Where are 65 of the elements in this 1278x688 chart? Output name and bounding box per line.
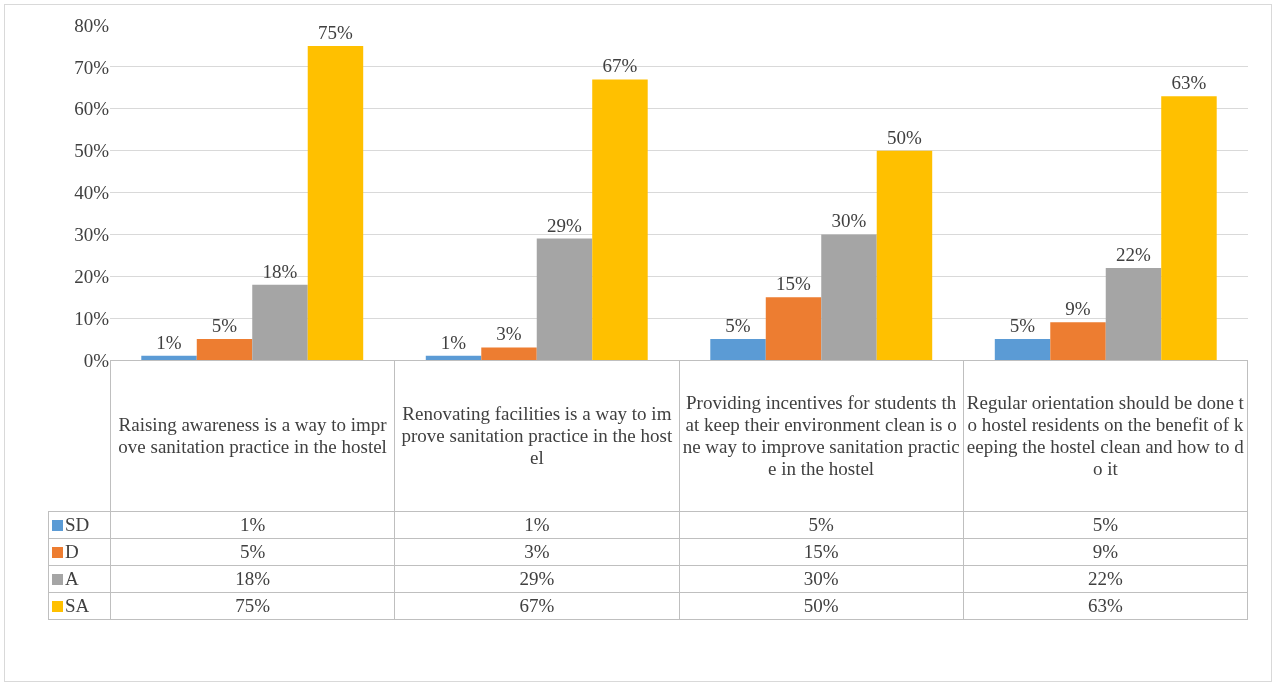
- data-label: 63%: [963, 592, 1248, 620]
- text: 9%: [1065, 298, 1091, 320]
- data-label: 29%: [394, 565, 679, 593]
- text: 50%: [886, 126, 922, 148]
- data-label: 5%: [110, 538, 395, 566]
- data-label: 5%: [679, 511, 964, 539]
- bar: [994, 339, 1051, 360]
- text: 5%: [211, 315, 238, 337]
- y-tick-label: 60%: [74, 98, 110, 120]
- text: 5%: [1009, 315, 1036, 337]
- data-label: 15%: [679, 538, 964, 566]
- bar: [1161, 96, 1217, 360]
- bar: [821, 234, 877, 360]
- text: 22%: [1115, 243, 1151, 265]
- y-tick-label: 0%: [83, 349, 110, 371]
- bar: [196, 339, 253, 360]
- bar: [876, 150, 933, 360]
- legend-label: A: [48, 565, 111, 593]
- bar: [765, 297, 822, 360]
- legend-label: SA: [48, 592, 111, 620]
- data-label: 1%: [394, 511, 679, 539]
- y-tick-label: 20%: [74, 265, 110, 287]
- bar: [536, 238, 593, 360]
- y-tick-label: 40%: [74, 182, 110, 204]
- data-label: 9%: [963, 538, 1248, 566]
- data-label: 5%: [963, 511, 1248, 539]
- data-label: 22%: [963, 565, 1248, 593]
- bar: [1050, 322, 1106, 360]
- bar: [710, 339, 766, 360]
- data-label: 1%: [110, 511, 395, 539]
- legend-label: SD: [48, 511, 111, 539]
- bar: [425, 355, 482, 360]
- y-tick-label: 10%: [74, 307, 110, 329]
- x-tick-label: Regular orientation should be done to hostel residents on the benefit of keeping the hostel clean and how to do it: [963, 360, 1248, 512]
- text: 18%: [262, 260, 298, 282]
- bar: [481, 347, 537, 360]
- text: 1%: [440, 331, 467, 353]
- bar: [307, 45, 364, 360]
- text: 1%: [156, 331, 182, 353]
- legend-label: D: [48, 538, 111, 566]
- data-label: 18%: [110, 565, 395, 593]
- data-label: 3%: [394, 538, 679, 566]
- text: 5%: [725, 315, 751, 337]
- text: 15%: [776, 273, 811, 295]
- x-tick-label: Providing incentives for students that keep their environment clean is one way to improve sanitation practice in the hostel: [679, 360, 964, 512]
- data-label: 75%: [110, 592, 395, 620]
- y-tick-label: 30%: [74, 224, 110, 246]
- text: 63%: [1171, 72, 1207, 94]
- bar: [1105, 267, 1162, 360]
- y-tick-label: 50%: [74, 140, 110, 162]
- data-label: 67%: [394, 592, 679, 620]
- bar: [141, 355, 197, 360]
- text: 67%: [602, 55, 638, 77]
- x-tick-label: Renovating facilities is a way to improve sanitation practice in the hostel: [394, 360, 679, 512]
- text: 29%: [546, 214, 582, 236]
- x-tick-label: Raising awareness is a way to improve sanitation practice in the hostel: [110, 360, 395, 512]
- bar: [592, 79, 648, 360]
- text: 30%: [831, 210, 867, 232]
- text: 75%: [317, 21, 353, 43]
- y-tick-label: 80%: [74, 14, 110, 36]
- data-label: 50%: [679, 592, 964, 620]
- y-tick-label: 70%: [74, 56, 110, 78]
- text: 3%: [496, 323, 522, 345]
- data-label: 30%: [679, 565, 964, 593]
- bar: [252, 284, 308, 360]
